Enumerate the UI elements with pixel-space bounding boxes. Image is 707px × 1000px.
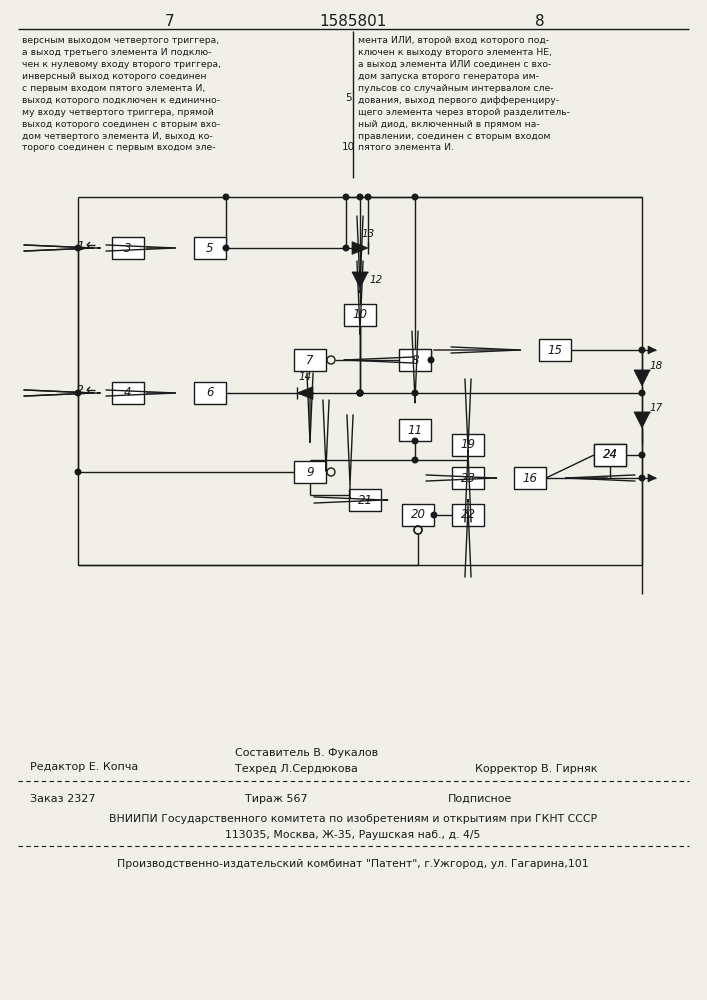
- Text: 6: 6: [206, 386, 214, 399]
- Circle shape: [357, 390, 363, 396]
- Text: 5: 5: [206, 241, 214, 254]
- Text: Корректор В. Гирняк: Корректор В. Гирняк: [475, 764, 597, 774]
- Text: Техред Л.Сердюкова: Техред Л.Сердюкова: [235, 764, 358, 774]
- Text: 8: 8: [411, 354, 419, 366]
- Circle shape: [431, 512, 437, 518]
- Circle shape: [308, 390, 312, 396]
- Text: мента ИЛИ, второй вход которого под-
ключен к выходу второго элемента НЕ,
а выхо: мента ИЛИ, второй вход которого под- клю…: [358, 36, 570, 152]
- Text: 11: 11: [407, 424, 423, 436]
- Bar: [344, 304, 376, 326]
- Bar: [112, 237, 144, 259]
- Circle shape: [412, 194, 418, 200]
- Circle shape: [639, 475, 645, 481]
- Bar: [402, 504, 434, 526]
- Circle shape: [412, 457, 418, 463]
- Text: 3: 3: [124, 241, 132, 254]
- Text: Составитель В. Фукалов: Составитель В. Фукалов: [235, 748, 378, 758]
- Circle shape: [75, 245, 81, 251]
- Text: 12: 12: [370, 275, 383, 285]
- Polygon shape: [634, 412, 650, 428]
- Circle shape: [639, 347, 645, 353]
- Circle shape: [223, 245, 229, 251]
- Text: 7: 7: [165, 14, 175, 29]
- Bar: [194, 237, 226, 259]
- Bar: [539, 339, 571, 361]
- Text: 20: 20: [411, 508, 426, 522]
- Polygon shape: [648, 346, 656, 354]
- Polygon shape: [297, 387, 313, 399]
- Text: 13: 13: [362, 229, 375, 239]
- Text: 8: 8: [535, 14, 545, 29]
- Text: Редактор Е. Копча: Редактор Е. Копча: [30, 762, 139, 772]
- Text: 10: 10: [353, 308, 368, 322]
- Circle shape: [75, 469, 81, 475]
- Bar: [294, 461, 326, 483]
- Circle shape: [357, 194, 363, 200]
- Circle shape: [343, 245, 349, 251]
- Text: 7: 7: [306, 354, 314, 366]
- Bar: [112, 382, 144, 404]
- Circle shape: [357, 245, 363, 251]
- Circle shape: [343, 194, 349, 200]
- Bar: [294, 349, 326, 371]
- Bar: [594, 444, 626, 466]
- Circle shape: [366, 194, 370, 200]
- Bar: [594, 444, 626, 466]
- Bar: [452, 504, 484, 526]
- Text: Заказ 2327: Заказ 2327: [30, 794, 95, 804]
- Polygon shape: [352, 242, 368, 254]
- Text: 113035, Москва, Ж-35, Раушская наб., д. 4/5: 113035, Москва, Ж-35, Раушская наб., д. …: [226, 830, 481, 840]
- Circle shape: [412, 438, 418, 444]
- Text: версным выходом четвертого триггера,
а выход третьего элемента И подклю-
чен к н: версным выходом четвертого триггера, а в…: [22, 36, 221, 152]
- Bar: [452, 467, 484, 489]
- Text: Подписное: Подписное: [448, 794, 513, 804]
- Bar: [452, 434, 484, 456]
- Circle shape: [223, 194, 229, 200]
- Text: 21: 21: [358, 493, 373, 506]
- Text: 17: 17: [650, 403, 663, 413]
- Circle shape: [639, 452, 645, 458]
- Circle shape: [639, 390, 645, 396]
- Bar: [194, 382, 226, 404]
- Bar: [399, 419, 431, 441]
- Text: 1585801: 1585801: [320, 14, 387, 29]
- Circle shape: [357, 390, 363, 396]
- Text: 14: 14: [298, 372, 312, 382]
- Text: Тираж 567: Тираж 567: [245, 794, 308, 804]
- Bar: [349, 489, 381, 511]
- Text: 1: 1: [76, 239, 84, 252]
- Text: ВНИИПИ Государственного комитета по изобретениям и открытиям при ГКНТ СССР: ВНИИПИ Государственного комитета по изоб…: [109, 814, 597, 824]
- Polygon shape: [352, 272, 368, 288]
- Circle shape: [428, 357, 434, 363]
- Text: 16: 16: [522, 472, 537, 485]
- Text: 10: 10: [341, 142, 355, 152]
- Text: 24: 24: [602, 448, 617, 462]
- Polygon shape: [648, 474, 656, 482]
- Text: 15: 15: [547, 344, 563, 357]
- Text: 5: 5: [345, 93, 351, 103]
- Text: 4: 4: [124, 386, 132, 399]
- Text: 22: 22: [460, 508, 476, 522]
- Bar: [399, 349, 431, 371]
- Text: Производственно-издательский комбинат "Патент", г.Ужгород, ул. Гагарина,101: Производственно-издательский комбинат "П…: [117, 859, 589, 869]
- Polygon shape: [634, 370, 650, 386]
- Text: 18: 18: [650, 361, 663, 371]
- Text: 23: 23: [460, 472, 476, 485]
- Circle shape: [412, 390, 418, 396]
- Text: 2: 2: [76, 384, 84, 397]
- Circle shape: [357, 390, 363, 396]
- Text: 19: 19: [460, 438, 476, 452]
- Circle shape: [357, 390, 363, 396]
- Circle shape: [75, 390, 81, 396]
- Text: 24: 24: [602, 448, 617, 462]
- Text: 9: 9: [306, 466, 314, 479]
- Bar: [514, 467, 546, 489]
